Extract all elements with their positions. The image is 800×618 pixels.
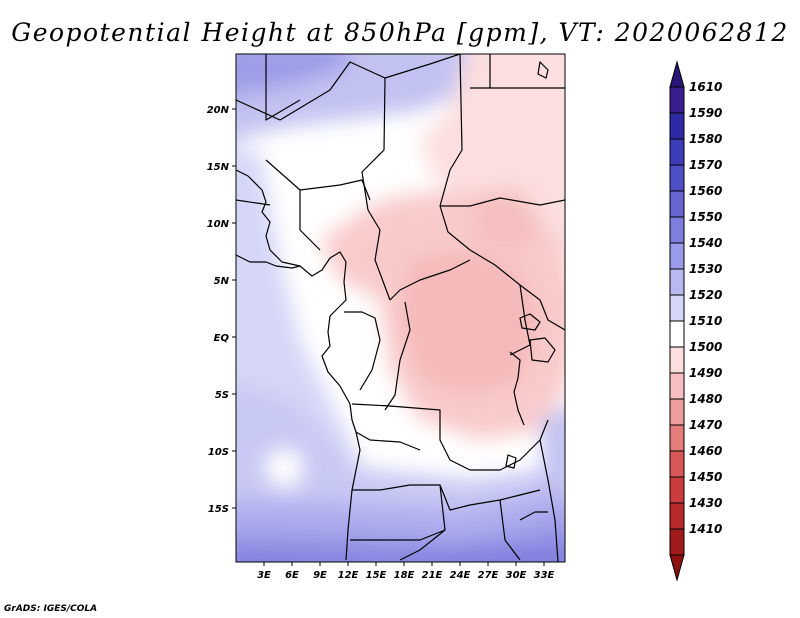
colorbar-label: 1520	[689, 288, 722, 302]
lat-label: 15N	[207, 162, 230, 173]
lon-label: 3E	[257, 570, 271, 581]
lat-label: 5S	[215, 390, 229, 401]
lat-label: 15S	[208, 504, 229, 515]
lon-label: 27E	[478, 570, 499, 581]
lon-label: 6E	[285, 570, 299, 581]
lat-axis: 20N 15N 10N 5N EQ 5S 10S 15S	[207, 105, 236, 515]
colorbar-segment	[669, 112, 685, 140]
colorbar-label: 1550	[689, 210, 722, 224]
colorbar-label: 1500	[689, 340, 722, 354]
colorbar-segment	[669, 424, 685, 452]
colorbar-segment	[669, 528, 685, 556]
colorbar-label: 1540	[689, 236, 722, 250]
lat-label: 20N	[207, 105, 230, 116]
colorbar-label: 1410	[689, 522, 722, 536]
lon-label: 24E	[450, 570, 471, 581]
colorbar-segment	[669, 268, 685, 296]
lon-label: 21E	[422, 570, 443, 581]
colorbar-segment	[669, 450, 685, 478]
colorbar-segment	[669, 164, 685, 192]
lon-label: 30E	[506, 570, 527, 581]
map-frame	[235, 53, 566, 563]
coastlines-and-borders	[236, 54, 565, 562]
lon-label: 33E	[534, 570, 555, 581]
colorbar-label: 1490	[689, 366, 722, 380]
colorbar-bottom-arrow	[669, 554, 685, 582]
colorbar-label: 1570	[689, 158, 722, 172]
colorbar-label: 1580	[689, 132, 722, 146]
colorbar-top-arrow	[669, 60, 685, 88]
colorbar-label: 1430	[689, 496, 722, 510]
colorbar-segment	[669, 372, 685, 400]
lon-label: 18E	[394, 570, 415, 581]
colorbar-segment	[669, 502, 685, 530]
colorbar-label: 1610	[689, 80, 722, 94]
lat-label: 10N	[207, 219, 230, 230]
colorbar-segment	[669, 190, 685, 218]
colorbar-segment	[669, 320, 685, 348]
colorbar-label: 1480	[689, 392, 722, 406]
colorbar-segment	[669, 242, 685, 270]
colorbar-segment	[669, 398, 685, 426]
colorbar-label: 1560	[689, 184, 722, 198]
map-title: Geopotential Height at 850hPa [gpm], VT:…	[11, 18, 789, 47]
lon-label: 15E	[366, 570, 387, 581]
height-field	[236, 54, 565, 562]
colorbar-segment	[669, 476, 685, 504]
colorbar-segment	[669, 86, 685, 114]
colorbar-label: 1590	[689, 106, 722, 120]
lon-axis: 3E 6E 9E 12E 15E 18E 21E 24E 27E 30E 33E	[257, 562, 555, 581]
colorbar-label: 1460	[689, 444, 722, 458]
colorbar-label: 1470	[689, 418, 722, 432]
colorbar-segment	[669, 346, 685, 374]
colorbar-label: 1510	[689, 314, 722, 328]
lat-label: EQ	[214, 333, 230, 344]
lat-label: 10S	[208, 447, 229, 458]
lat-label: 5N	[214, 276, 230, 287]
lon-label: 12E	[338, 570, 359, 581]
colorbar-segment	[669, 294, 685, 322]
colorbar-label: 1530	[689, 262, 722, 276]
lon-label: 9E	[313, 570, 327, 581]
colorbar-label: 1450	[689, 470, 722, 484]
colorbar: 1610 1590 1580 1570 1560 1550 1540 1530 1520 1510…	[669, 60, 722, 582]
colorbar-segment	[669, 138, 685, 166]
colorbar-segment	[669, 216, 685, 244]
grads-credit: GrADS: IGES/COLA	[4, 604, 98, 614]
